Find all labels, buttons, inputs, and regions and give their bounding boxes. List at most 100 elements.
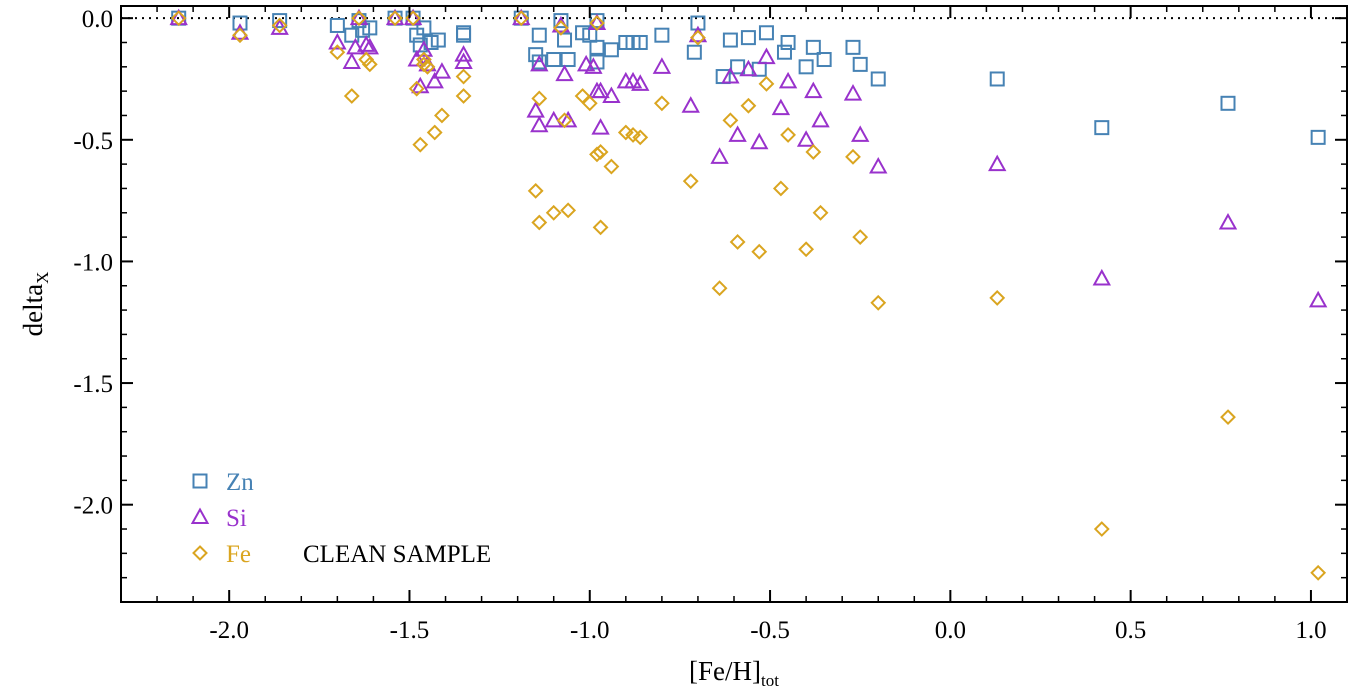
zn-point xyxy=(686,44,702,60)
fe-point xyxy=(798,241,815,258)
fe-point xyxy=(408,80,425,97)
fe-point xyxy=(232,27,248,44)
si-point xyxy=(778,71,798,89)
fe-point xyxy=(387,10,403,27)
si-point xyxy=(652,57,672,74)
x-tick-label: 0.5 xyxy=(1115,617,1146,644)
fe-point xyxy=(412,136,429,153)
fe-point xyxy=(805,144,822,160)
legend-si-label: Si xyxy=(226,505,247,532)
fe-point xyxy=(729,234,746,250)
zn-point xyxy=(430,32,446,48)
fe-point xyxy=(780,127,797,143)
si-point xyxy=(526,101,545,118)
si-point xyxy=(432,62,452,79)
fe-point xyxy=(852,229,869,246)
svg-text:deltaX: deltaX xyxy=(18,272,52,337)
fe-point xyxy=(592,219,609,236)
fe-point xyxy=(343,88,360,104)
zn-point xyxy=(557,32,573,48)
fe-point xyxy=(845,148,861,165)
y-tick-label: 0.0 xyxy=(82,6,113,33)
zn-point xyxy=(654,27,670,43)
fe-point xyxy=(592,144,609,160)
si-point xyxy=(851,125,870,142)
fe-point xyxy=(690,29,706,46)
si-point xyxy=(555,64,574,82)
y-tick-label: -1.0 xyxy=(73,249,113,276)
zn-point xyxy=(989,71,1005,87)
si-point xyxy=(407,49,426,67)
si-point xyxy=(530,54,549,72)
fe-point xyxy=(1220,409,1236,426)
fe-point xyxy=(426,124,443,141)
fe-point xyxy=(870,294,887,311)
si-point xyxy=(728,125,747,142)
zn-point xyxy=(531,27,547,43)
data-points-layer xyxy=(169,8,1328,581)
fe-point xyxy=(560,202,577,219)
zn-point xyxy=(589,39,605,55)
fe-point xyxy=(711,280,728,297)
fe-point xyxy=(170,10,187,27)
plot-frame xyxy=(120,5,1348,603)
zn-point xyxy=(845,39,861,55)
si-point xyxy=(681,96,700,113)
fe-point xyxy=(329,44,346,61)
fe-point xyxy=(434,107,450,124)
zn-point xyxy=(730,59,746,75)
series-zn xyxy=(171,10,1326,145)
si-point xyxy=(757,47,776,65)
zn-point xyxy=(776,44,792,60)
zn-point xyxy=(740,30,756,46)
si-point xyxy=(328,32,347,50)
fe-point xyxy=(1310,564,1327,581)
y-tick-label: -2.0 xyxy=(73,493,113,520)
y-axis-label: deltaX xyxy=(18,272,52,337)
x-tick-label: -1.0 xyxy=(570,617,610,644)
si-point xyxy=(360,37,380,55)
si-point xyxy=(558,110,578,128)
legend-fe-label: Fe xyxy=(226,541,251,568)
si-point xyxy=(346,37,365,55)
zn-point xyxy=(416,20,432,36)
si-point xyxy=(811,110,830,128)
fe-point xyxy=(351,10,367,27)
si-point xyxy=(454,45,473,62)
y-tick-label: -1.5 xyxy=(73,371,113,398)
fe-point xyxy=(527,182,544,199)
zn-point xyxy=(1094,120,1110,136)
si-point xyxy=(414,40,434,57)
fe-point xyxy=(361,56,378,73)
fe-point xyxy=(531,90,548,107)
zn-point xyxy=(272,13,288,29)
zn-point xyxy=(456,27,472,43)
x-tick-label: 0.0 xyxy=(935,617,966,644)
si-point xyxy=(591,118,610,135)
fe-point xyxy=(989,290,1006,306)
fe-point xyxy=(758,75,775,92)
fe-point xyxy=(574,88,591,104)
x-tick-label: -1.5 xyxy=(390,617,430,644)
zn-point xyxy=(362,20,378,36)
fe-point xyxy=(1093,521,1110,537)
fe-point xyxy=(812,204,829,221)
zn-point xyxy=(603,42,619,58)
fe-point xyxy=(751,243,768,260)
zn-point xyxy=(758,25,774,41)
zn-point xyxy=(852,56,868,72)
fe-point xyxy=(589,15,605,31)
clean-sample-annotation: CLEAN SAMPLE xyxy=(303,541,491,568)
fe-point xyxy=(653,95,670,112)
legend-zn-label: Zn xyxy=(226,469,254,496)
fe-point xyxy=(271,17,288,34)
zn-point xyxy=(412,37,428,53)
zn-point xyxy=(553,13,569,29)
si-point xyxy=(710,147,729,164)
fe-point xyxy=(556,112,573,129)
fe-point xyxy=(553,19,569,36)
si-point xyxy=(631,74,650,91)
zn-point xyxy=(780,34,796,50)
zn-point xyxy=(546,52,562,68)
